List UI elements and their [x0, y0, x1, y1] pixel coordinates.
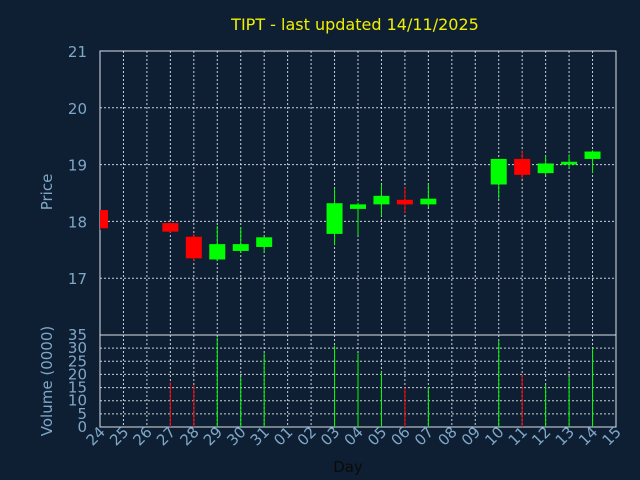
candle-body-03 [326, 203, 343, 234]
price-tick-label: 21 [68, 43, 87, 61]
candle-body-27 [162, 223, 179, 232]
candle-body-24 [100, 210, 108, 229]
price-tick-label: 20 [68, 100, 87, 118]
volume-axis-label: Volume (0000) [38, 326, 56, 436]
candle-body-07 [420, 198, 437, 205]
candle-body-10 [490, 158, 507, 185]
volume-tick-label: 15 [68, 379, 87, 397]
candle-body-06 [396, 199, 413, 205]
chart-title: TIPT - last updated 14/11/2025 [230, 15, 479, 34]
volume-tick-label: 30 [68, 339, 87, 357]
volume-tick-label: 25 [68, 352, 87, 370]
candle-body-12 [537, 163, 554, 174]
volume-tick-label: 35 [68, 326, 87, 344]
price-axis-label: Price [38, 174, 56, 211]
candle-body-05 [373, 195, 390, 205]
candle-body-29 [209, 244, 226, 260]
candle-body-30 [232, 244, 249, 251]
candles [100, 150, 601, 262]
price-tick-label: 18 [68, 213, 87, 231]
candle-body-11 [514, 158, 531, 175]
price-tick-label: 19 [68, 157, 87, 175]
candle-body-04 [350, 204, 366, 209]
candle-body-28 [185, 236, 202, 259]
price-panel: 17 18 19 20 21 [68, 43, 617, 336]
candle-body-14 [584, 151, 601, 159]
price-tick-label: 17 [68, 270, 87, 288]
candle-body-31 [256, 237, 273, 247]
volume-tick-label: 5 [77, 405, 87, 423]
x-axis-label: Day [333, 458, 363, 476]
x-axis: 2425262728293031010203040506070809101112… [83, 423, 625, 449]
volume-tick-label: 0 [77, 418, 87, 436]
candle-body-13 [561, 161, 578, 165]
volume-tick-label: 10 [68, 392, 87, 410]
volume-tick-label: 20 [68, 365, 87, 383]
